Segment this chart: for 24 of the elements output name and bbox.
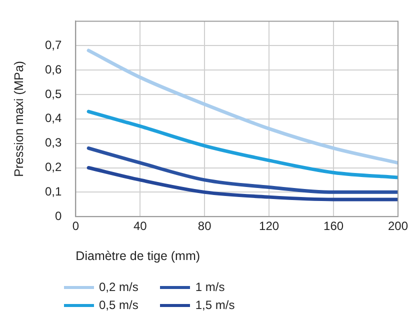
x-tick-label: 200 bbox=[388, 219, 408, 234]
y-axis-title: Pression maxi (MPa) bbox=[12, 60, 26, 177]
line-series bbox=[86, 110, 398, 180]
y-tick-label: 0,6 bbox=[44, 62, 62, 76]
x-axis-title: Diamètre de tige (mm) bbox=[76, 248, 200, 263]
line-series bbox=[86, 146, 398, 194]
y-tick-label: 0,3 bbox=[44, 136, 62, 150]
x-tick-label: 0 bbox=[72, 219, 80, 234]
y-tick-label: 0,2 bbox=[44, 160, 62, 174]
y-tick-label: 0,5 bbox=[44, 86, 62, 101]
y-tick-label: 0,7 bbox=[44, 38, 62, 52]
legend-label: 1,5 m/s bbox=[195, 298, 235, 312]
x-tick-label: 160 bbox=[324, 219, 344, 234]
legend-label: 0,2 m/s bbox=[99, 280, 138, 294]
x-tick-label: 40 bbox=[133, 219, 148, 234]
line-series bbox=[86, 48, 398, 165]
line-series bbox=[86, 166, 398, 202]
y-tick-label: 0,4 bbox=[44, 111, 62, 126]
x-tick-label: 80 bbox=[198, 219, 212, 234]
legend-label: 1 m/s bbox=[195, 280, 225, 294]
x-tick-label: 120 bbox=[259, 219, 280, 234]
y-tick-label: 0,1 bbox=[44, 184, 62, 198]
y-tick-label: 0 bbox=[54, 208, 62, 223]
legend-label: 0,5 m/s bbox=[99, 298, 138, 312]
